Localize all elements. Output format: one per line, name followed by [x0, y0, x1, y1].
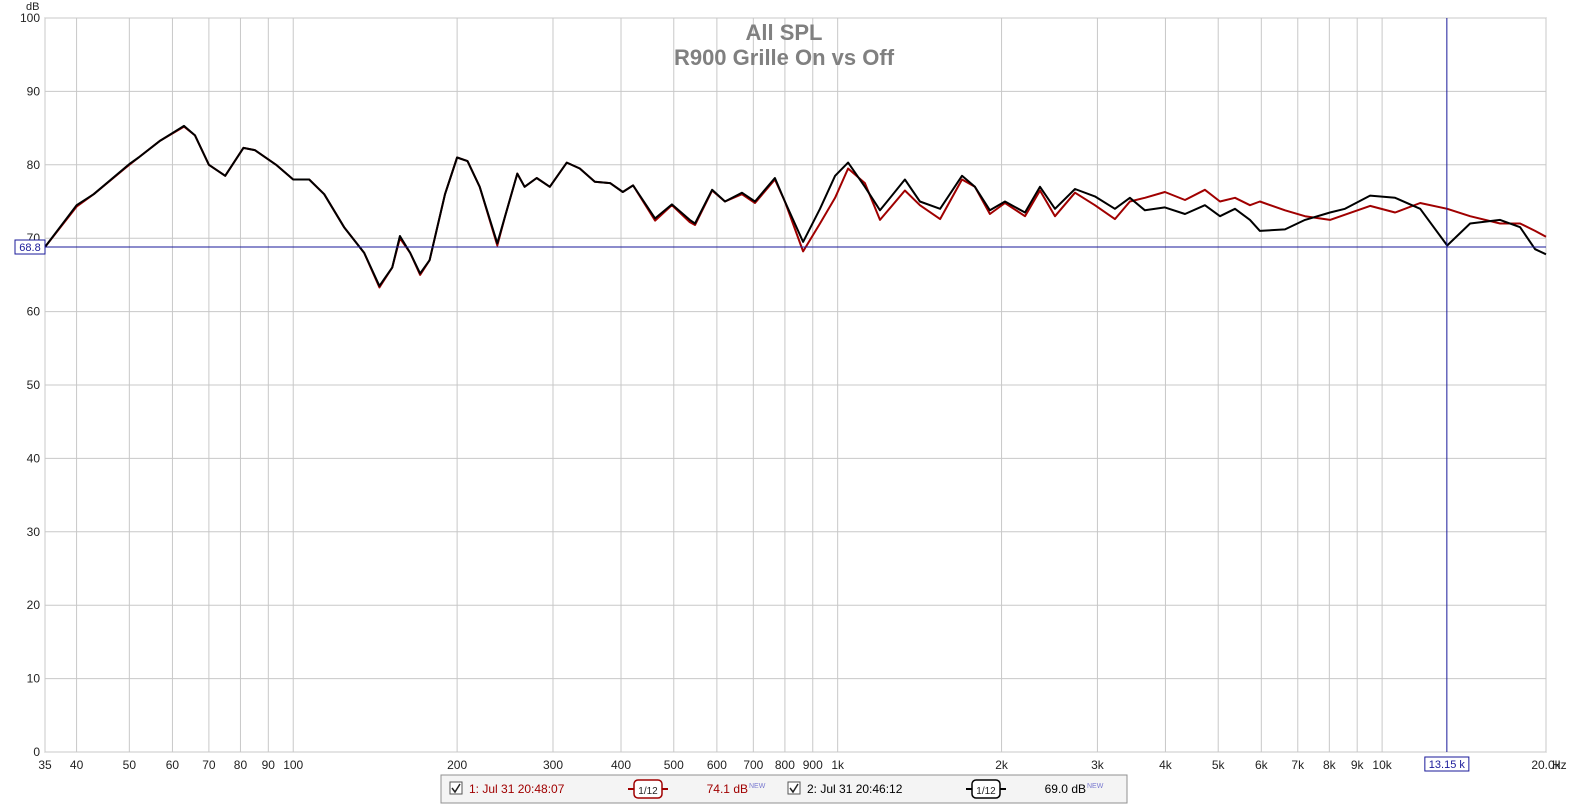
legend [440, 774, 1128, 804]
cursor-y-label: 68.8 [19, 242, 40, 254]
legend-smoothing: 1/12 [638, 786, 658, 797]
chart-title: All SPL [745, 20, 822, 45]
legend-name: 2: Jul 31 20:46:12 [807, 782, 903, 796]
x-tick-label: 90 [262, 758, 276, 772]
x-tick-label: 3k [1091, 758, 1105, 772]
legend-check [789, 783, 799, 794]
x-tick-label: 5k [1212, 758, 1226, 772]
x-tick-label: 700 [743, 758, 763, 772]
legend-badge: NEW [749, 783, 766, 790]
y-tick-label: 90 [27, 84, 41, 98]
cursor-x-box [1424, 756, 1470, 772]
x-tick-label: 80 [234, 758, 248, 772]
x-tick-label: 60 [166, 758, 180, 772]
x-tick-label: 900 [803, 758, 823, 772]
x-tick-label: 10k [1372, 758, 1392, 772]
y-tick-label: 10 [27, 672, 41, 686]
legend-smoothing-box[interactable] [633, 779, 663, 799]
x-tick-label: 35 [38, 758, 52, 772]
legend-name: 1: Jul 31 20:48:07 [469, 782, 565, 796]
cursor-y-box [14, 239, 46, 255]
x-tick-label: 20.0k [1531, 758, 1561, 772]
x-tick-label: 8k [1323, 758, 1337, 772]
legend-level: 69.0 dB [1045, 782, 1086, 796]
x-tick-label: 500 [664, 758, 684, 772]
x-tick-label: 100 [283, 758, 303, 772]
grid [44, 17, 1547, 753]
y-tick-label: 20 [27, 598, 41, 612]
x-tick-label: 7k [1291, 758, 1305, 772]
legend-items: 1: Jul 31 20:48:07 1/12 74.1 dB NEW 2: Jul 3… [449, 779, 1104, 799]
x-tick-label: 70 [202, 758, 216, 772]
legend-checkbox[interactable] [787, 781, 801, 795]
legend-checkbox[interactable] [449, 781, 463, 795]
legend-check [451, 783, 461, 794]
x-tick-label: 9k [1351, 758, 1365, 772]
y-tick-label: 0 [33, 745, 40, 759]
x-tick-label: 4k [1159, 758, 1173, 772]
chart-subtitle: R900 Grille On vs Off [674, 45, 895, 70]
x-tick-label: 50 [123, 758, 137, 772]
cursor-x-label: 13.15 k [1429, 759, 1466, 771]
x-tick-label: 800 [775, 758, 795, 772]
x-tick-label: 300 [543, 758, 563, 772]
y-tick-label: 80 [27, 158, 41, 172]
x-tick-label: 1k [831, 758, 845, 772]
y-tick-label: 40 [27, 451, 41, 465]
y-tick-label: 100 [20, 11, 40, 25]
x-tick-label: 40 [70, 758, 84, 772]
series-line [44, 124, 1547, 287]
y-tick-label: 60 [27, 305, 41, 319]
legend-badge: NEW [1087, 783, 1104, 790]
x-tick-label: 600 [707, 758, 727, 772]
x-unit: Hz [1552, 758, 1567, 772]
x-tick-label: 200 [447, 758, 467, 772]
y-tick-label: 30 [27, 525, 41, 539]
legend-smoothing: 1/12 [976, 786, 996, 797]
x-tick-label: 2k [995, 758, 1009, 772]
x-tick-label: 6k [1255, 758, 1269, 772]
legend-smoothing-box[interactable] [971, 779, 1001, 799]
legend-level: 74.1 dB [707, 782, 748, 796]
x-tick-label: 400 [611, 758, 631, 772]
y-unit: dB [26, 1, 39, 13]
y-tick-label: 50 [27, 378, 41, 392]
curves [44, 124, 1547, 289]
